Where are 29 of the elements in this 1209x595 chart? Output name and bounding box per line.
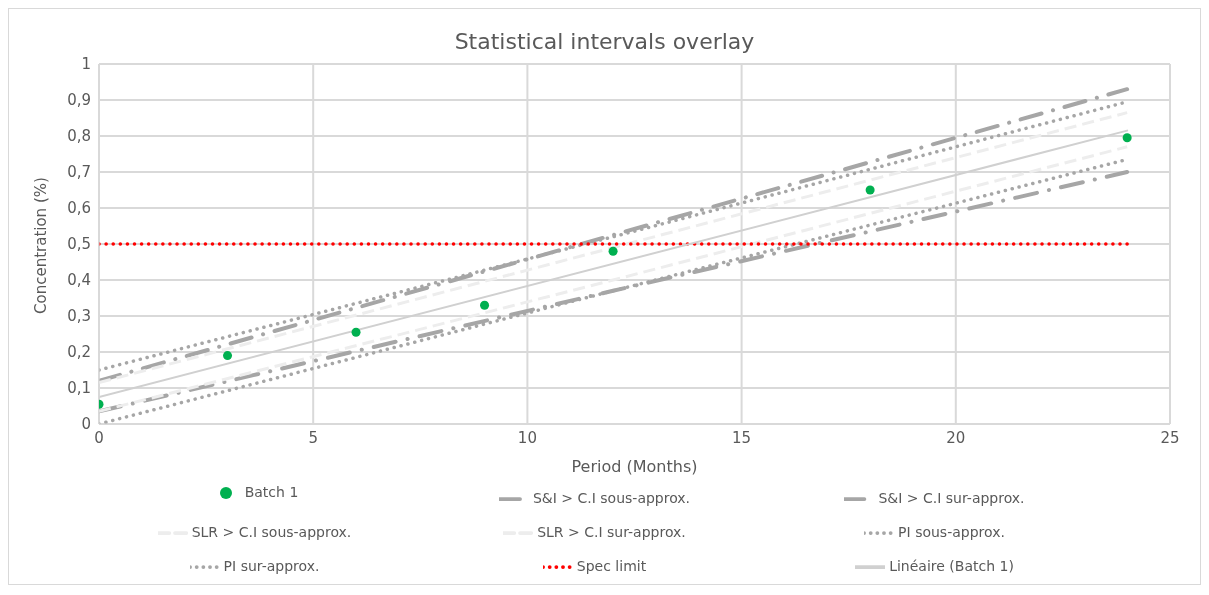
x-tick-label: 0 [94, 428, 104, 447]
x-tick-label: 5 [308, 428, 318, 447]
y-tick-label: 0,7 [67, 163, 91, 182]
legend-label: SLR > C.I sous-approx. [191, 524, 352, 540]
y-tick-label: 0,8 [67, 127, 91, 146]
chart-title: Statistical intervals overlay [453, 29, 756, 54]
x-axis-title: Period (Months) [571, 457, 698, 476]
y-tick-label: 1 [81, 55, 91, 74]
x-tick-label: 25 [1160, 428, 1180, 447]
y-axis-title: Concentration (%) [32, 177, 51, 314]
legend-label: PI sur-approx. [223, 558, 320, 574]
legend-label: Spec limit [576, 558, 647, 574]
x-tick-label: 15 [732, 428, 752, 447]
y-tick-label: 0,4 [67, 271, 91, 290]
legend-label: Batch 1 [244, 484, 299, 500]
legend-label: Linéaire (Batch 1) [889, 558, 1014, 574]
y-tick-label: 0,6 [67, 199, 91, 218]
legend-label: PI sous-approx. [898, 524, 1005, 540]
x-tick-label: 20 [946, 428, 966, 447]
legend-label: S&I > C.I sur-approx. [878, 490, 1025, 506]
y-tick-label: 0,2 [67, 343, 91, 362]
legend-label: S&I > C.I sous-approx. [532, 490, 691, 506]
x-tick-label: 10 [517, 428, 537, 447]
y-tick-label: 0 [81, 415, 91, 434]
y-tick-label: 0,5 [67, 235, 91, 254]
y-tick-label: 0,1 [67, 379, 91, 398]
y-tick-label: 0,3 [67, 307, 91, 326]
y-tick-label: 0,9 [67, 91, 91, 110]
legend-label: SLR > C.I sur-approx. [537, 524, 686, 540]
